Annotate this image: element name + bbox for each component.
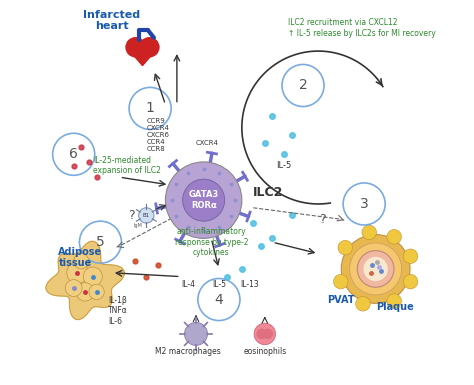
Text: CCR9
CXCR4
CXCR6
CCR4
CCR8: CCR9 CXCR4 CXCR6 CCR4 CCR8 <box>146 118 169 152</box>
Polygon shape <box>46 241 124 320</box>
Circle shape <box>263 329 273 338</box>
Circle shape <box>165 162 242 238</box>
Circle shape <box>65 280 82 296</box>
Text: Infarcted
heart: Infarcted heart <box>83 10 140 31</box>
Text: 5: 5 <box>96 235 105 249</box>
Circle shape <box>387 229 401 244</box>
Text: IL-5: IL-5 <box>276 161 292 170</box>
Text: ILC2 recruitment via CXCL12
↑ IL-5 release by ILC2s for MI recovery: ILC2 recruitment via CXCL12 ↑ IL-5 relea… <box>288 18 436 38</box>
Circle shape <box>350 243 401 295</box>
Circle shape <box>364 258 387 280</box>
Circle shape <box>338 240 353 255</box>
Circle shape <box>139 208 154 223</box>
Text: ?: ? <box>319 213 326 226</box>
Circle shape <box>357 251 394 287</box>
Text: B1: B1 <box>143 213 150 218</box>
Circle shape <box>126 38 145 57</box>
Text: Adipose
tissue: Adipose tissue <box>58 247 102 268</box>
Text: 3: 3 <box>360 197 369 211</box>
Circle shape <box>83 267 102 286</box>
Circle shape <box>73 254 89 269</box>
Text: ?: ? <box>128 209 134 222</box>
Text: 6: 6 <box>69 147 78 161</box>
Text: 2: 2 <box>299 79 307 92</box>
Text: M2 macrophages: M2 macrophages <box>155 346 221 356</box>
Circle shape <box>67 262 88 283</box>
Circle shape <box>356 296 370 311</box>
Text: 4: 4 <box>215 293 223 306</box>
Circle shape <box>387 294 401 308</box>
Circle shape <box>76 283 94 301</box>
Circle shape <box>334 275 348 289</box>
Text: IL-1β
TNFα
IL-6: IL-1β TNFα IL-6 <box>108 296 128 326</box>
Text: IL-5: IL-5 <box>212 280 226 289</box>
Text: 1: 1 <box>146 101 155 116</box>
Circle shape <box>89 284 104 300</box>
Circle shape <box>140 38 159 57</box>
Text: ILC2: ILC2 <box>253 186 284 199</box>
Text: PVAT: PVAT <box>328 295 355 305</box>
Text: CXCR4: CXCR4 <box>196 140 219 146</box>
Circle shape <box>403 249 418 263</box>
Circle shape <box>254 323 275 345</box>
Circle shape <box>182 179 225 221</box>
Circle shape <box>403 275 418 289</box>
Circle shape <box>362 225 376 240</box>
Circle shape <box>341 234 410 303</box>
Text: IL-25-mediated
expansion of ILC2: IL-25-mediated expansion of ILC2 <box>93 156 161 176</box>
Text: IgM: IgM <box>134 223 142 228</box>
Circle shape <box>257 329 266 338</box>
Text: IL-4: IL-4 <box>182 280 195 289</box>
Text: eosinophils: eosinophils <box>243 346 286 356</box>
Text: anti-inflammatory
response by type-2
cytokines: anti-inflammatory response by type-2 cyt… <box>174 227 248 257</box>
Circle shape <box>184 323 208 345</box>
Text: IL-13: IL-13 <box>240 280 259 289</box>
Text: Plaque: Plaque <box>376 302 414 312</box>
Polygon shape <box>126 47 159 65</box>
Text: GATA3
RORα: GATA3 RORα <box>189 191 219 210</box>
